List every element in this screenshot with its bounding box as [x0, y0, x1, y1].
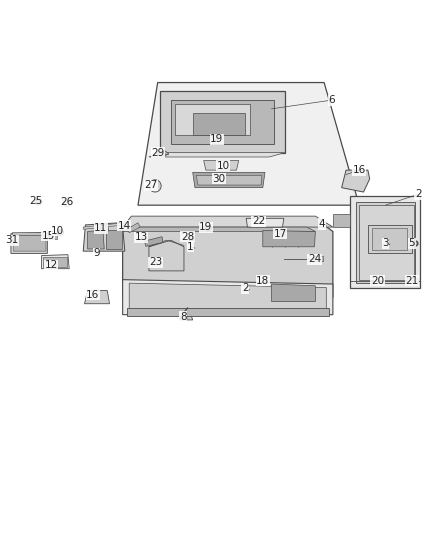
- Polygon shape: [272, 284, 315, 302]
- Polygon shape: [13, 235, 46, 251]
- Polygon shape: [149, 240, 184, 271]
- Polygon shape: [127, 308, 328, 316]
- Polygon shape: [129, 283, 326, 312]
- Polygon shape: [350, 197, 420, 288]
- Text: 26: 26: [60, 197, 73, 207]
- Text: 29: 29: [151, 148, 164, 158]
- Bar: [407, 278, 418, 283]
- Text: 10: 10: [217, 161, 230, 171]
- Polygon shape: [196, 175, 262, 185]
- Text: 24: 24: [308, 254, 321, 264]
- Text: 19: 19: [199, 222, 212, 232]
- Polygon shape: [85, 290, 110, 304]
- Polygon shape: [42, 255, 69, 269]
- Text: 16: 16: [353, 165, 366, 175]
- Text: 13: 13: [134, 232, 148, 242]
- Text: 11: 11: [94, 223, 107, 233]
- Bar: [49, 234, 57, 239]
- Circle shape: [63, 198, 72, 206]
- Text: 30: 30: [212, 174, 226, 184]
- Polygon shape: [123, 280, 333, 314]
- Polygon shape: [204, 160, 239, 170]
- Text: 6: 6: [328, 95, 336, 105]
- Text: 27: 27: [145, 181, 158, 190]
- Polygon shape: [193, 113, 245, 135]
- Polygon shape: [263, 231, 315, 247]
- Text: 14: 14: [117, 221, 131, 231]
- Polygon shape: [333, 214, 350, 227]
- Polygon shape: [145, 237, 163, 246]
- Text: 2: 2: [242, 284, 249, 293]
- Text: 17: 17: [274, 229, 287, 239]
- Polygon shape: [123, 219, 333, 314]
- Text: 18: 18: [256, 276, 269, 286]
- Text: 2: 2: [415, 189, 422, 199]
- Polygon shape: [88, 230, 104, 249]
- Text: 10: 10: [51, 225, 64, 236]
- Text: 9: 9: [93, 248, 100, 259]
- Text: 28: 28: [181, 232, 194, 242]
- Polygon shape: [106, 230, 122, 249]
- Polygon shape: [160, 91, 285, 152]
- Polygon shape: [180, 312, 193, 320]
- Text: 21: 21: [405, 276, 418, 286]
- Text: 19: 19: [210, 134, 223, 144]
- Polygon shape: [12, 232, 47, 235]
- Polygon shape: [155, 150, 169, 157]
- Polygon shape: [342, 170, 370, 192]
- Text: 15: 15: [42, 231, 55, 241]
- Polygon shape: [356, 201, 415, 283]
- Bar: [314, 256, 323, 261]
- Polygon shape: [43, 257, 67, 268]
- Polygon shape: [123, 227, 315, 231]
- Polygon shape: [246, 219, 284, 227]
- Polygon shape: [372, 228, 407, 250]
- Text: 25: 25: [29, 196, 42, 206]
- Polygon shape: [149, 152, 285, 157]
- Text: 22: 22: [252, 216, 265, 227]
- Circle shape: [35, 198, 42, 205]
- Text: 16: 16: [86, 290, 99, 300]
- Polygon shape: [123, 216, 333, 227]
- Text: 1: 1: [187, 242, 194, 252]
- Text: 23: 23: [149, 257, 162, 267]
- Polygon shape: [171, 100, 274, 144]
- Polygon shape: [127, 223, 140, 233]
- Text: 20: 20: [371, 276, 384, 286]
- Text: 3: 3: [382, 238, 389, 248]
- Polygon shape: [193, 172, 265, 188]
- Polygon shape: [359, 205, 414, 280]
- Circle shape: [149, 180, 161, 192]
- Polygon shape: [368, 225, 412, 253]
- Circle shape: [100, 225, 109, 233]
- Polygon shape: [138, 83, 359, 205]
- Text: 12: 12: [45, 260, 58, 270]
- Text: 31: 31: [6, 235, 19, 245]
- Polygon shape: [11, 232, 47, 253]
- Text: 8: 8: [180, 312, 187, 322]
- Text: 5: 5: [408, 238, 415, 248]
- Polygon shape: [83, 223, 125, 229]
- Text: 4: 4: [318, 219, 325, 229]
- Polygon shape: [175, 104, 250, 135]
- Polygon shape: [83, 223, 125, 251]
